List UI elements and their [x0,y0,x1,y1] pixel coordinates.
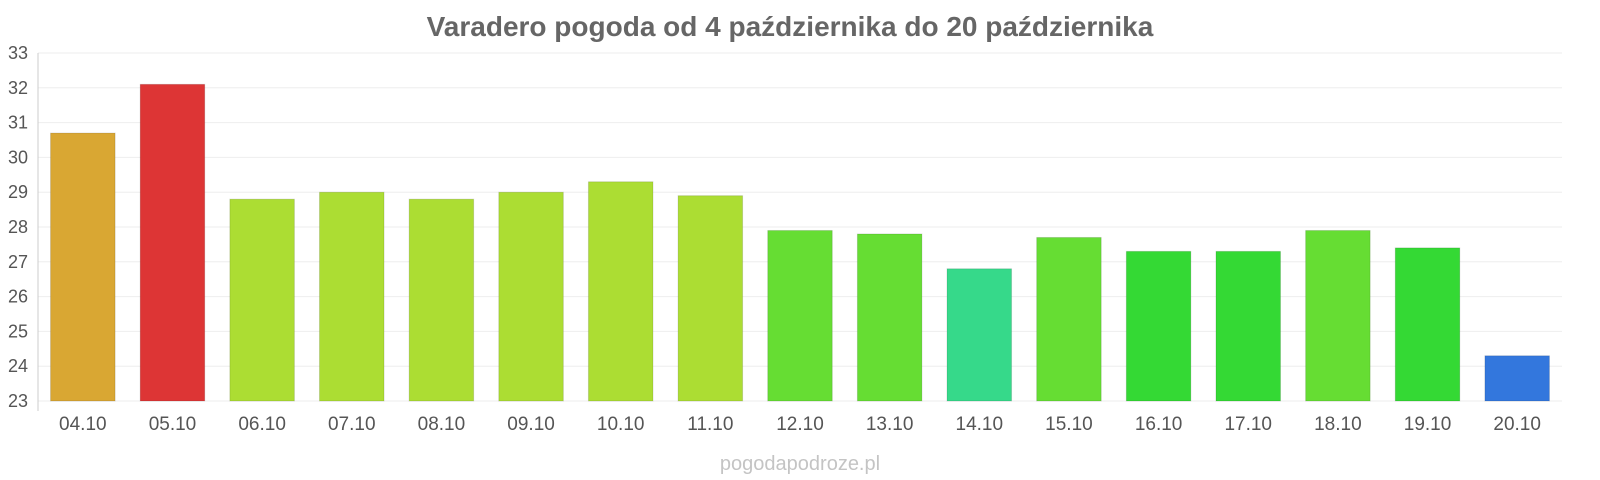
bars [50,83,1550,402]
bar-19.10 [1394,247,1461,402]
bar-14.10 [946,268,1013,402]
bar-07.10 [318,191,385,402]
bar-17.10 [1215,250,1282,402]
y-tick-label: 31 [8,113,28,133]
x-tick-label: 05.10 [149,414,197,435]
y-tick-label: 27 [8,252,28,272]
bar-15.10 [1036,236,1102,402]
x-tick-label: 16.10 [1135,414,1183,435]
x-tick-label: 17.10 [1224,414,1272,435]
x-tick-label: 04.10 [59,414,107,435]
x-tick-label: 18.10 [1314,414,1362,435]
bar-05.10 [139,83,206,402]
y-axis-ticks: 23 24 25 26 27 28 29 30 31 32 33 [8,43,28,411]
x-tick-label: 09.10 [507,414,555,435]
y-tick-label: 25 [8,321,28,341]
y-tick-label: 33 [8,43,28,63]
x-axis-ticks: 04.10 05.10 06.10 07.10 08.10 09.10 10.10 11.10… [59,414,1541,435]
y-tick-label: 29 [8,182,28,202]
bar-10.10 [587,181,654,402]
chart-title: Varadero pogoda od 4 października do 20 … [427,11,1154,42]
watermark: pogodapodroze.pl [720,453,880,475]
bar-04.10 [50,132,116,402]
x-tick-label: 19.10 [1404,414,1452,435]
x-tick-label: 10.10 [597,414,645,435]
x-tick-label: 07.10 [328,414,376,435]
bar-16.10 [1125,250,1192,402]
y-tick-label: 26 [8,287,28,307]
y-tick-label: 28 [8,217,28,237]
y-tick-label: 30 [8,147,28,167]
y-tick-label: 23 [8,391,28,411]
y-tick-label: 24 [8,356,28,376]
x-tick-label: 06.10 [238,414,286,435]
bar-18.10 [1305,229,1371,402]
x-tick-label: 11.10 [687,414,733,435]
x-tick-label: 13.10 [866,414,914,435]
x-tick-label: 08.10 [418,414,466,435]
x-tick-label: 20.10 [1493,414,1541,435]
bar-09.10 [498,191,564,402]
bar-20.10 [1484,355,1550,402]
x-tick-label: 14.10 [956,414,1004,435]
bar-11.10 [677,195,744,402]
y-tick-label: 32 [8,78,28,98]
bar-08.10 [408,198,475,402]
x-tick-label: 15.10 [1045,414,1093,435]
x-tick-label: 12.10 [776,414,824,435]
bar-13.10 [856,233,923,402]
bar-12.10 [767,229,833,402]
bar-06.10 [229,198,295,402]
